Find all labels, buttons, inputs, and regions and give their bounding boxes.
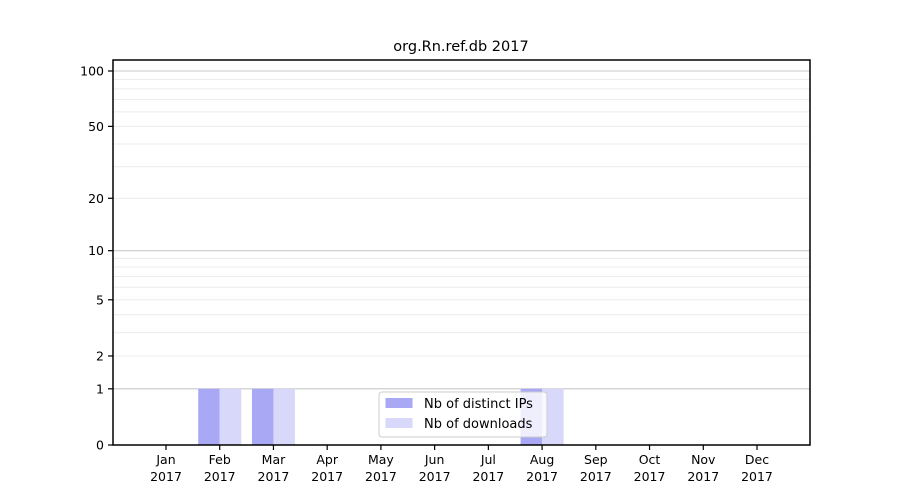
x-tick-label-month: Mar	[262, 452, 286, 467]
legend-swatch-downloads	[385, 418, 413, 428]
x-tick-label-month: Aug	[530, 452, 554, 467]
x-tick-label-year: 2017	[741, 469, 773, 484]
x-tick-label-year: 2017	[526, 469, 558, 484]
x-tick-label-year: 2017	[365, 469, 397, 484]
y-tick-label: 100	[80, 64, 104, 79]
y-tick-label: 50	[88, 119, 104, 134]
x-tick-label-month: May	[368, 452, 394, 467]
x-tick-label-year: 2017	[204, 469, 236, 484]
x-tick-label-month: Jan	[155, 452, 175, 467]
y-tick-label: 5	[96, 292, 104, 307]
x-tick-label-month: Jun	[424, 452, 445, 467]
bar-mar-distinct-ips	[251, 388, 274, 445]
x-tick-label-year: 2017	[687, 469, 719, 484]
y-tick-label: 0	[96, 438, 104, 453]
x-tick-label-year: 2017	[150, 469, 182, 484]
bar-feb-downloads	[219, 388, 242, 445]
legend-box	[378, 391, 548, 438]
bar-mar-downloads	[273, 388, 295, 445]
y-tick-label: 20	[88, 191, 104, 206]
bar-feb-distinct-ips	[198, 388, 220, 445]
x-tick-label-month: Apr	[316, 452, 338, 467]
x-tick-label-month: Dec	[745, 452, 769, 467]
x-tick-label-year: 2017	[634, 469, 666, 484]
legend-label-distinct-ips: Nb of distinct IPs	[424, 397, 533, 412]
x-tick-label-year: 2017	[580, 469, 612, 484]
x-tick-label-year: 2017	[311, 469, 343, 484]
legend-label-downloads: Nb of downloads	[424, 417, 533, 432]
y-tick-label: 2	[96, 348, 104, 363]
legend-swatch-distinct-ips	[385, 398, 413, 408]
plot-layer: 1005020105210Jan2017Feb2017Mar2017Apr201…	[80, 59, 811, 484]
x-tick-label-month: Sep	[584, 452, 608, 467]
x-tick-label-year: 2017	[419, 469, 451, 484]
x-tick-label-month: Feb	[209, 452, 231, 467]
y-tick-label: 10	[88, 243, 104, 258]
plot-frame	[112, 59, 811, 446]
x-tick-label-month: Jul	[480, 452, 496, 467]
y-tick-label: 1	[96, 381, 104, 396]
x-tick-label-year: 2017	[258, 469, 290, 484]
x-tick-label-month: Oct	[639, 452, 661, 467]
x-tick-label-year: 2017	[472, 469, 504, 484]
x-tick-label-month: Nov	[691, 452, 716, 467]
chart-title: org.Rn.ref.db 2017	[393, 39, 528, 55]
